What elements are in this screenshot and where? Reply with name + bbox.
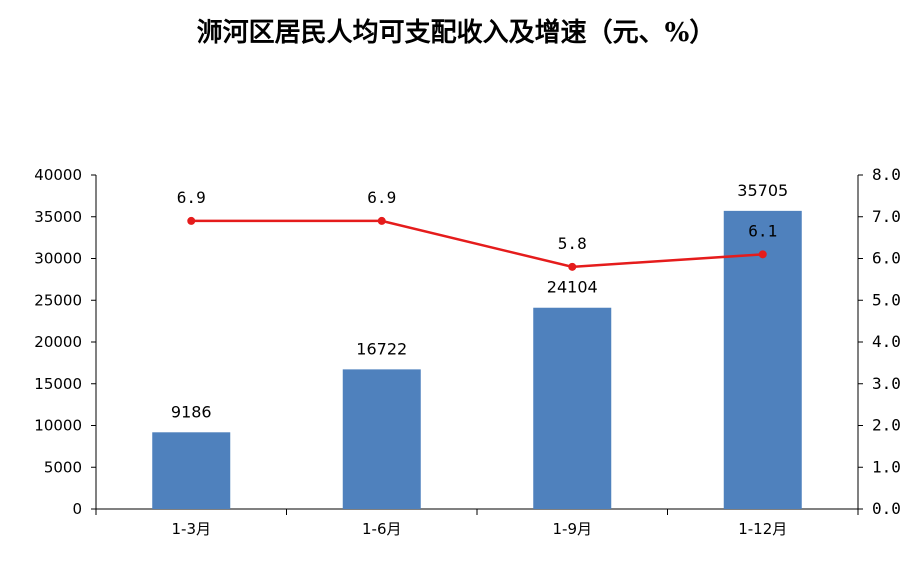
- left-tick-label: 15000: [34, 375, 82, 393]
- bar-value-label: 9186: [171, 402, 212, 421]
- growth-point: [377, 216, 386, 225]
- right-tick-label: 4.0: [872, 332, 901, 351]
- right-tick-label: 3.0: [872, 374, 901, 393]
- right-tick-label: 1.0: [872, 457, 901, 476]
- bar: [723, 210, 802, 509]
- right-tick-label: 8.0: [872, 165, 901, 184]
- growth-value-label: 6.9: [177, 188, 206, 207]
- growth-point: [568, 262, 577, 271]
- left-tick-label: 35000: [34, 208, 82, 226]
- bar-value-label: 16722: [356, 339, 407, 358]
- left-tick-label: 20000: [34, 333, 82, 351]
- growth-line: [187, 216, 767, 271]
- x-tick-label: 1-9月: [553, 520, 593, 538]
- x-tick-label: 1-3月: [172, 520, 212, 538]
- x-tick-label: 1-12月: [738, 520, 787, 538]
- right-tick-label: 6.0: [872, 249, 901, 268]
- chart-title: 浉河区居民人均可支配收入及增速（元、%）: [196, 18, 716, 48]
- growth-point: [758, 250, 767, 259]
- right-tick-label: 7.0: [872, 207, 901, 226]
- bar: [152, 432, 231, 509]
- bar-value-label: 35705: [737, 181, 788, 200]
- right-tick-label: 2.0: [872, 416, 901, 435]
- left-tick-label: 5000: [44, 458, 82, 476]
- x-tick-label: 1-6月: [362, 520, 402, 538]
- right-tick-label: 0.0: [872, 499, 901, 518]
- growth-value-label: 6.9: [367, 188, 396, 207]
- growth-line-path: [191, 219, 763, 269]
- left-tick-label: 10000: [34, 417, 82, 435]
- bars: [152, 210, 802, 509]
- left-tick-label: 40000: [34, 166, 82, 184]
- data-labels: 9186 16722 24104 35705 6.9 6.9 5.8 6.1: [171, 181, 788, 421]
- left-tick-label: 25000: [34, 291, 82, 309]
- growth-point: [187, 216, 196, 225]
- left-tick-label: 0: [72, 500, 82, 518]
- growth-value-label: 6.1: [748, 221, 777, 240]
- growth-value-label: 5.8: [558, 234, 587, 253]
- bar: [342, 369, 421, 509]
- left-tick-label: 30000: [34, 250, 82, 268]
- bar: [533, 307, 612, 509]
- bar-value-label: 24104: [547, 278, 598, 297]
- right-tick-label: 5.0: [872, 290, 901, 309]
